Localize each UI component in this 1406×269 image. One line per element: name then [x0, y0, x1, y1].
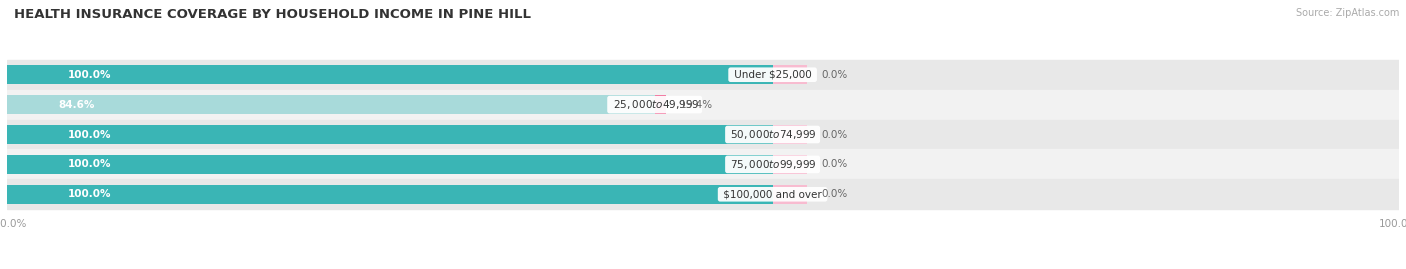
- Text: $100,000 and over: $100,000 and over: [720, 189, 825, 199]
- Bar: [7, 150, 1399, 179]
- Text: 0.0%: 0.0%: [821, 70, 848, 80]
- Bar: [773, 125, 807, 144]
- Bar: [7, 119, 1399, 150]
- Text: $50,000 to $74,999: $50,000 to $74,999: [727, 128, 818, 141]
- Text: 100.0%: 100.0%: [69, 129, 111, 140]
- Bar: [7, 60, 1399, 90]
- Bar: [655, 95, 666, 114]
- Bar: [7, 155, 773, 174]
- Text: 100.0%: 100.0%: [69, 70, 111, 80]
- Text: 0.0%: 0.0%: [821, 129, 848, 140]
- Bar: [7, 90, 1399, 119]
- Bar: [773, 65, 807, 84]
- Text: HEALTH INSURANCE COVERAGE BY HOUSEHOLD INCOME IN PINE HILL: HEALTH INSURANCE COVERAGE BY HOUSEHOLD I…: [14, 8, 531, 21]
- Text: 100.0%: 100.0%: [69, 160, 111, 169]
- Text: 0.0%: 0.0%: [821, 160, 848, 169]
- Bar: [7, 95, 655, 114]
- Bar: [773, 185, 807, 204]
- Text: 0.0%: 0.0%: [821, 189, 848, 199]
- Bar: [7, 185, 773, 204]
- Text: $75,000 to $99,999: $75,000 to $99,999: [727, 158, 818, 171]
- Text: 84.6%: 84.6%: [59, 100, 96, 109]
- Bar: [7, 125, 773, 144]
- Text: $25,000 to $49,999: $25,000 to $49,999: [610, 98, 700, 111]
- Text: Under $25,000: Under $25,000: [731, 70, 814, 80]
- Bar: [7, 65, 773, 84]
- Bar: [7, 179, 1399, 209]
- Text: 15.4%: 15.4%: [679, 100, 713, 109]
- Text: Source: ZipAtlas.com: Source: ZipAtlas.com: [1295, 8, 1399, 18]
- Text: 100.0%: 100.0%: [69, 189, 111, 199]
- Bar: [773, 155, 807, 174]
